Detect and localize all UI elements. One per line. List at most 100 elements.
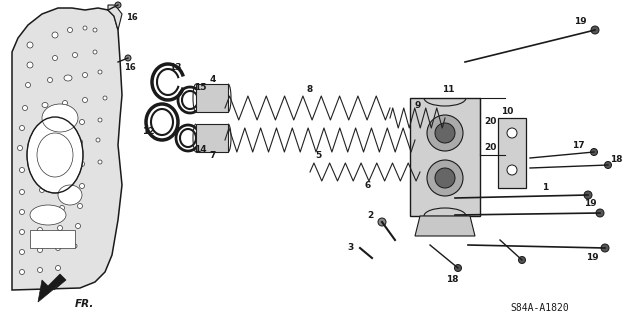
Ellipse shape [27,117,83,193]
Ellipse shape [77,204,83,209]
Text: 12: 12 [141,128,154,137]
Text: 1: 1 [542,183,548,192]
Text: S84A-A1820: S84A-A1820 [511,303,570,313]
Text: 15: 15 [194,84,206,93]
Ellipse shape [98,160,102,164]
Circle shape [601,244,609,252]
Ellipse shape [58,226,63,231]
Ellipse shape [103,96,107,100]
Ellipse shape [56,265,61,271]
Ellipse shape [19,210,24,214]
Circle shape [518,256,525,263]
Ellipse shape [38,268,42,272]
Ellipse shape [22,106,28,110]
Ellipse shape [37,133,73,177]
Polygon shape [108,5,122,30]
Ellipse shape [47,78,52,83]
Ellipse shape [30,205,66,225]
Circle shape [596,209,604,217]
Ellipse shape [40,123,45,129]
Ellipse shape [79,120,84,124]
Ellipse shape [58,185,82,205]
Ellipse shape [83,26,87,30]
Text: 7: 7 [210,151,216,160]
Bar [498,118,526,188]
Ellipse shape [79,183,84,189]
Circle shape [507,165,517,175]
Ellipse shape [19,229,24,234]
Ellipse shape [93,28,97,32]
Circle shape [435,168,455,188]
Polygon shape [38,274,66,302]
Ellipse shape [38,248,42,253]
Circle shape [435,123,455,143]
Text: 5: 5 [315,151,321,160]
Circle shape [427,115,463,151]
Bar [30,230,75,248]
Ellipse shape [73,244,77,248]
Circle shape [454,264,461,271]
Ellipse shape [27,62,33,68]
Ellipse shape [93,50,97,54]
Ellipse shape [67,27,72,33]
Circle shape [115,2,121,8]
Ellipse shape [79,161,84,167]
Text: 16: 16 [124,63,136,72]
Circle shape [125,55,131,61]
Text: 18: 18 [445,276,458,285]
Ellipse shape [98,70,102,74]
Ellipse shape [98,118,102,122]
Circle shape [591,149,598,155]
Ellipse shape [19,167,24,173]
Bar [196,84,228,112]
Text: 8: 8 [307,85,313,94]
Text: 20: 20 [484,117,496,127]
Ellipse shape [40,166,45,170]
Text: 18: 18 [610,155,622,165]
Text: 9: 9 [415,101,421,110]
Text: 19: 19 [584,199,596,209]
Ellipse shape [60,205,65,211]
Text: 11: 11 [442,85,454,94]
Circle shape [591,26,599,34]
Ellipse shape [52,56,58,61]
Circle shape [584,191,592,199]
Ellipse shape [64,75,72,81]
Text: 6: 6 [365,182,371,190]
Text: 14: 14 [194,145,206,154]
Text: 13: 13 [169,63,181,72]
Bar [196,124,228,152]
Polygon shape [415,216,475,236]
Ellipse shape [26,83,31,87]
Ellipse shape [38,144,42,149]
Circle shape [605,161,611,168]
Ellipse shape [40,188,45,192]
Text: 4: 4 [210,76,216,85]
Circle shape [378,218,386,226]
Text: 17: 17 [572,142,584,151]
Ellipse shape [83,98,88,102]
Circle shape [427,160,463,196]
Ellipse shape [77,139,83,145]
Ellipse shape [83,72,88,78]
Ellipse shape [42,102,48,108]
Text: 16: 16 [126,13,138,23]
Ellipse shape [42,104,78,132]
Ellipse shape [17,145,22,151]
Ellipse shape [96,138,100,142]
Ellipse shape [60,164,65,168]
Bar [410,98,480,216]
Text: 20: 20 [484,144,496,152]
Ellipse shape [63,100,67,106]
Ellipse shape [19,189,24,195]
Ellipse shape [19,249,24,255]
Text: 19: 19 [573,18,586,26]
Ellipse shape [52,32,58,38]
Text: 19: 19 [586,254,598,263]
Ellipse shape [60,186,65,190]
Text: 2: 2 [367,211,373,219]
Ellipse shape [27,42,33,48]
Ellipse shape [60,122,65,127]
Ellipse shape [76,224,81,228]
Polygon shape [12,8,122,290]
